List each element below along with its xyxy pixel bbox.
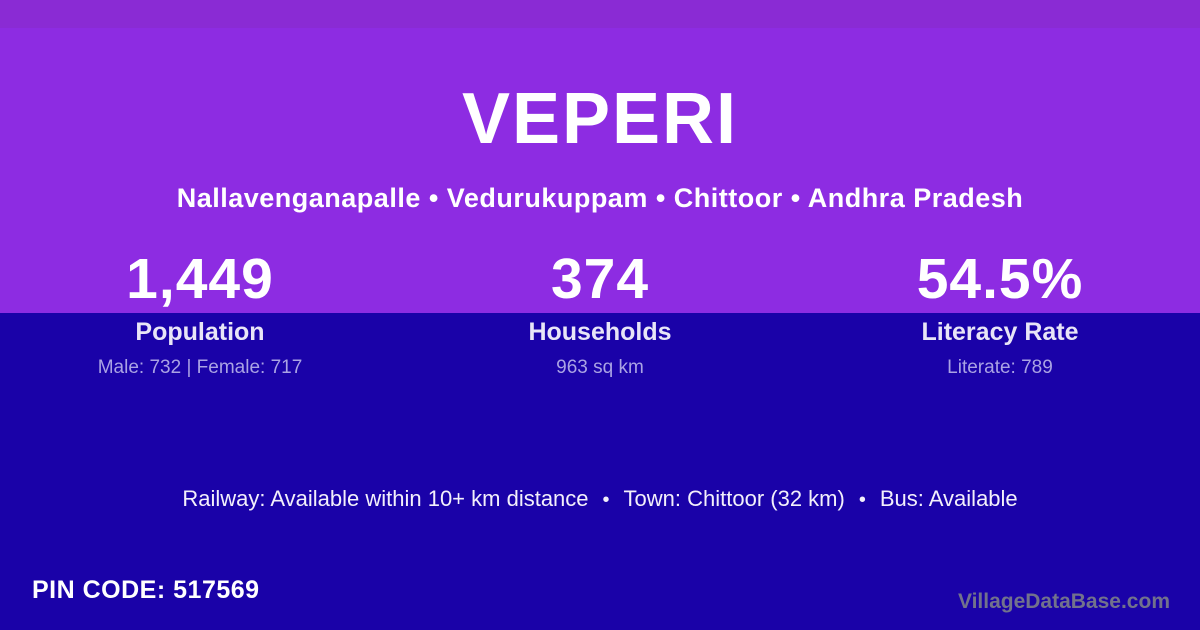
bus-info: Bus: Available bbox=[879, 486, 1018, 511]
pin-code-value: 517569 bbox=[173, 576, 260, 604]
railway-info: Railway: Available within 10+ km distanc… bbox=[182, 486, 589, 511]
households-value: 374 bbox=[550, 247, 650, 311]
population-detail: Male: 732 | Female: 717 bbox=[97, 357, 303, 378]
village-title: VEPERI bbox=[461, 79, 739, 159]
households-detail: 963 sq km bbox=[556, 357, 644, 378]
households-label: Households bbox=[528, 318, 672, 346]
literacy-detail: Literate: 789 bbox=[947, 357, 1053, 378]
transport-info-line: Railway: Available within 10+ km distanc… bbox=[0, 486, 1200, 512]
pin-code-label: PIN CODE: bbox=[32, 576, 166, 604]
site-watermark: VillageDataBase.com bbox=[957, 590, 1170, 613]
separator-dot: • bbox=[858, 489, 866, 511]
header-top-strip bbox=[0, 0, 1200, 28]
population-label: Population bbox=[135, 318, 265, 346]
stat-population: 1,449 Population Male: 732 | Female: 717 bbox=[0, 246, 400, 380]
town-info: Town: Chittoor (32 km) bbox=[623, 486, 845, 511]
literacy-label: Literacy Rate bbox=[921, 318, 1079, 346]
separator-dot: • bbox=[602, 489, 610, 511]
literacy-value: 54.5% bbox=[916, 247, 1084, 311]
location-breadcrumb: Nallavenganapalle • Vedurukuppam • Chitt… bbox=[176, 183, 1024, 213]
stat-literacy: 54.5% Literacy Rate Literate: 789 bbox=[800, 246, 1200, 380]
stats-row: 1,449 Population Male: 732 | Female: 717… bbox=[0, 246, 1200, 380]
stat-households: 374 Households 963 sq km bbox=[400, 246, 800, 380]
population-value: 1,449 bbox=[126, 247, 274, 311]
pin-code: PIN CODE: 517569 bbox=[32, 576, 260, 605]
header-background bbox=[0, 0, 1200, 313]
